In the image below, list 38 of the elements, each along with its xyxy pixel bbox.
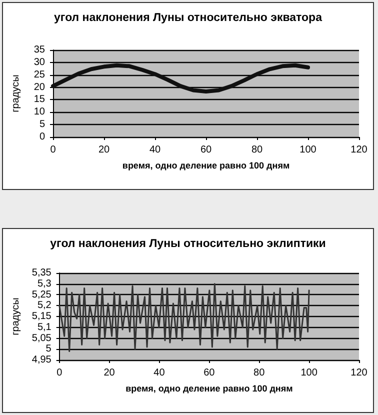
y-tick-label: 4,95 (32, 354, 52, 366)
line-series (51, 63, 310, 94)
x-tick-label: 0 (56, 368, 63, 378)
y-tick-label: 5,2 (37, 300, 52, 312)
x-tick-label: 120 (350, 144, 368, 156)
chart-title: угол наклонения Луны относительно экватора (54, 12, 323, 24)
x-tick-label: 120 (350, 368, 368, 378)
x-tick-label: 60 (200, 144, 212, 156)
x-tick-label: 60 (204, 368, 216, 378)
x-tick-label: 40 (154, 368, 166, 378)
y-tick-label: 5 (39, 119, 46, 130)
y-tick-label: 0 (39, 132, 46, 142)
y-tick-label: 5,35 (32, 268, 52, 278)
y-tick-label: 10 (34, 106, 46, 118)
y-tick-label: 5,3 (37, 278, 52, 290)
x-tick-label: 100 (300, 368, 318, 378)
y-tick-label: 20 (34, 82, 46, 93)
x-tick-label: 20 (104, 368, 116, 378)
y-axis-title: градусы (10, 74, 22, 112)
y-tick-label: 5,05 (32, 332, 52, 344)
x-tick-label: 80 (254, 368, 266, 378)
chart-title: угол наклонения Луны относительно эклиптики (50, 238, 326, 250)
y-tick-label: 35 (34, 44, 46, 56)
y-axis-title: градусы (10, 298, 22, 336)
x-tick-label: 100 (300, 144, 317, 156)
line-series (58, 283, 310, 352)
y-tick-label: 5,25 (32, 289, 52, 300)
y-tick-label: 25 (34, 69, 46, 80)
y-tick-label: 15 (34, 94, 46, 106)
y-tick-label: 5,15 (32, 311, 52, 322)
y-tick-label: 30 (34, 56, 46, 68)
x-tick-label: 20 (98, 144, 110, 156)
y-tick-label: 5 (46, 344, 52, 355)
y-tick-label: 5,1 (37, 322, 52, 333)
x-axis-title: время, одно деление равно 100 дням (122, 160, 290, 170)
x-tick-label: 40 (149, 144, 161, 156)
x-tick-label: 80 (251, 144, 263, 156)
x-axis-title: время, одно деление равно 100 дням (126, 384, 294, 394)
